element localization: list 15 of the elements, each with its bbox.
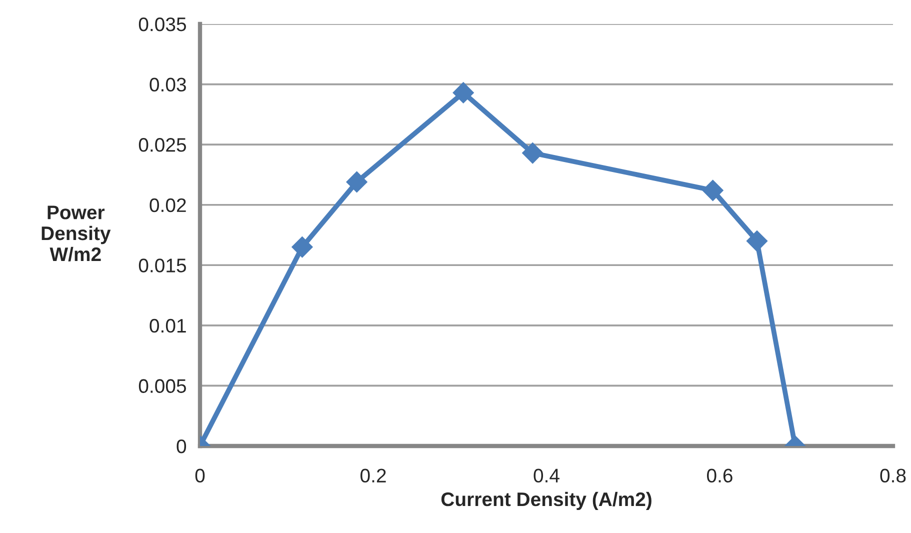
x-tick-label: 0.2 xyxy=(360,468,386,483)
y-tick-label: 0.02 xyxy=(150,198,186,212)
x-tick-label: 0.6 xyxy=(706,468,732,483)
y-tick-label: 0.005 xyxy=(138,379,186,393)
x-axis-title: Current Density (A/m2) xyxy=(441,492,652,510)
y-tick-label: 0 xyxy=(176,439,186,454)
y-tick-label: 0.01 xyxy=(150,318,186,333)
y-tick-label: 0.035 xyxy=(138,17,186,32)
x-tick-label: 0 xyxy=(195,468,205,483)
y-axis-title: Power Density W/m2 xyxy=(42,206,111,262)
y-tick-label: 0.03 xyxy=(150,78,186,92)
y-tick-label: 0.015 xyxy=(138,258,186,272)
x-tick-label: 0.8 xyxy=(880,468,906,483)
y-tick-label: 0.025 xyxy=(138,138,186,152)
x-tick-label: 0.4 xyxy=(534,468,560,483)
